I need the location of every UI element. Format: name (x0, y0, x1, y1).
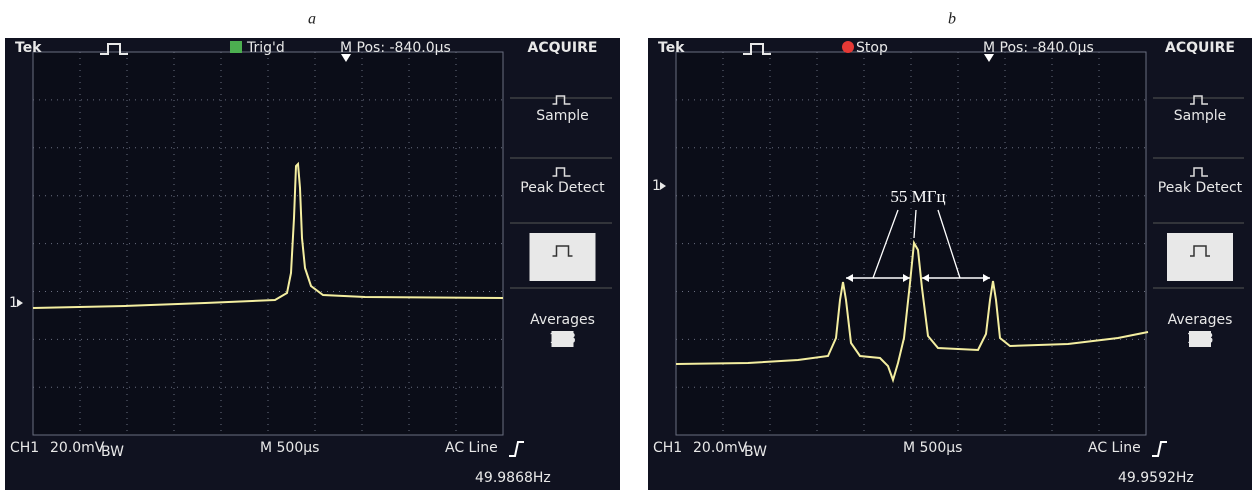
menu-item: Averages (1168, 312, 1233, 328)
menu-item: Sample (1174, 108, 1227, 124)
status-icon (842, 41, 854, 53)
panel-label: b (948, 11, 956, 28)
figure: a b Tek Trig'd M Pos: -840.0µs ACQUIRE Sampl… (0, 0, 1252, 490)
timebase: M 500µs (903, 440, 962, 456)
frequency: 49.9592Hz (1118, 470, 1194, 486)
brand: Tek (658, 40, 685, 56)
timebase: M 500µs (260, 440, 319, 456)
menu-item: Sample (536, 108, 589, 124)
brand: Tek (15, 40, 42, 56)
menu-title: ACQUIRE (528, 40, 598, 56)
status-icon (230, 41, 242, 53)
scale: 20.0mV (693, 440, 748, 456)
channel: CH1 (10, 440, 39, 456)
bandwidth: BW (744, 444, 767, 460)
averages-value: 128 (549, 331, 576, 347)
bandwidth: BW (101, 444, 124, 460)
annotation: 55 МГц (890, 187, 945, 206)
status: Stop (856, 40, 888, 56)
frequency: 49.9868Hz (475, 470, 551, 486)
channel-marker: 1 (652, 178, 661, 194)
page: a b Tek Trig'd M Pos: -840.0µs ACQUIRE Sampl… (0, 0, 1252, 490)
channel-marker: 1 (9, 295, 18, 311)
position: M Pos: -840.0µs (983, 40, 1094, 56)
channel: CH1 (653, 440, 682, 456)
menu-item: Peak Detect (520, 180, 605, 196)
averages-value: 128 (1187, 331, 1214, 347)
oscilloscope-screen: Tek Stop M Pos: -840.0µs ACQUIRE Sample Peak … (648, 38, 1252, 490)
scale: 20.0mV (50, 440, 105, 456)
menu-item: Peak Detect (1158, 180, 1243, 196)
trigger-source: AC Line (1088, 440, 1141, 456)
menu-item: Averages (530, 312, 595, 328)
oscilloscope-screen: Tek Trig'd M Pos: -840.0µs ACQUIRE Sample Pea… (5, 38, 620, 490)
status: Trig'd (246, 40, 285, 56)
panel-label: a (308, 11, 316, 28)
position: M Pos: -840.0µs (340, 40, 451, 56)
menu-title: ACQUIRE (1165, 40, 1235, 56)
trigger-source: AC Line (445, 440, 498, 456)
menu-item: Average (1171, 262, 1229, 278)
menu-item: Average (534, 262, 592, 278)
